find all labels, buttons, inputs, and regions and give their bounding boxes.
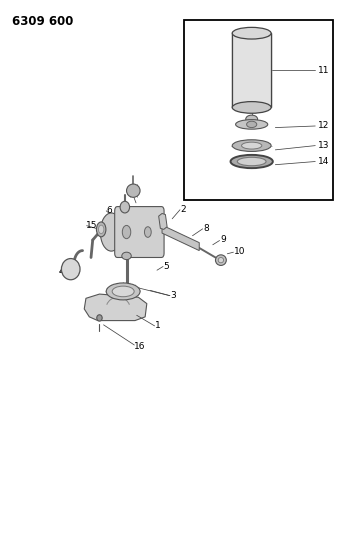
Text: 12: 12 [317,122,329,131]
Text: 4: 4 [59,268,64,276]
Ellipse shape [120,201,130,213]
Bar [232,33,271,108]
Ellipse shape [241,142,262,149]
Ellipse shape [232,140,271,151]
Text: 10: 10 [234,247,246,256]
Ellipse shape [237,157,266,166]
Ellipse shape [97,315,102,321]
Text: 3: 3 [170,291,176,300]
Text: 7: 7 [133,189,139,198]
Ellipse shape [127,184,140,197]
Text: 6309 600: 6309 600 [12,14,73,28]
Ellipse shape [112,286,134,297]
Text: 2: 2 [181,205,186,214]
Ellipse shape [246,115,257,123]
Ellipse shape [216,255,226,265]
Text: 1: 1 [155,321,161,330]
Bar [184,20,333,200]
Text: 9: 9 [221,236,226,245]
FancyBboxPatch shape [115,207,164,257]
Ellipse shape [247,121,257,127]
Polygon shape [84,294,147,320]
Ellipse shape [232,102,271,114]
Ellipse shape [99,225,104,233]
Text: 8: 8 [204,224,209,233]
Polygon shape [162,225,199,251]
Text: 15: 15 [86,221,98,230]
Ellipse shape [231,155,273,168]
Text: 6: 6 [106,206,112,215]
Text: 16: 16 [134,342,146,351]
Text: 5: 5 [164,262,169,271]
Ellipse shape [236,119,268,129]
Ellipse shape [61,259,80,280]
Ellipse shape [122,252,131,260]
Ellipse shape [97,222,106,237]
Ellipse shape [100,213,122,251]
Text: 14: 14 [317,157,329,166]
Ellipse shape [145,227,151,237]
Ellipse shape [122,225,131,239]
Ellipse shape [218,257,224,263]
Ellipse shape [232,27,271,39]
Polygon shape [159,214,167,229]
Text: 13: 13 [317,141,329,150]
Ellipse shape [106,283,140,300]
Text: 11: 11 [317,66,329,75]
